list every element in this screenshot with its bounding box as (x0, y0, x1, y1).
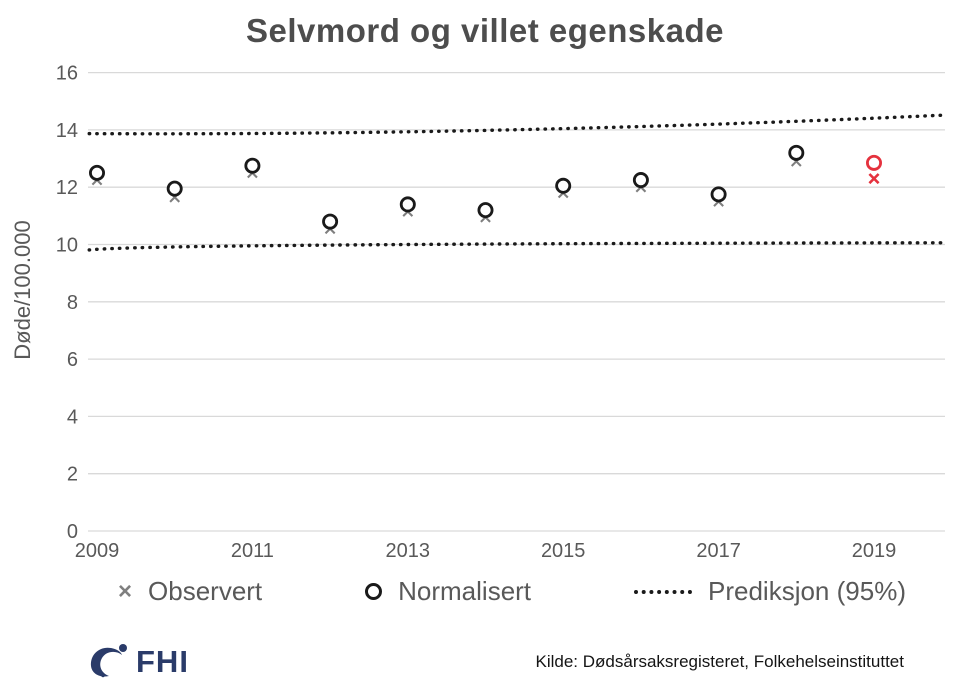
normalized-marker (632, 172, 649, 189)
x-tick-label: 2009 (75, 540, 120, 562)
normalized-marker (788, 144, 805, 161)
y-tick-label: 0 (67, 521, 78, 543)
x-tick-label: 2017 (696, 540, 741, 562)
normalized-marker (322, 213, 339, 230)
x-marker-icon: × (118, 577, 133, 605)
x-tick-label: 2013 (386, 540, 431, 562)
y-tick-label: 14 (56, 120, 78, 142)
y-tick-label: 2 (67, 464, 78, 486)
x-tick-label: 2019 (852, 540, 897, 562)
normalized-marker (555, 177, 572, 194)
normalized-marker (89, 164, 106, 181)
observed-marker (868, 173, 880, 185)
y-axis-label: Døde/100.000 (10, 220, 35, 359)
y-tick-label: 12 (56, 177, 78, 199)
prediction-upper-line (87, 113, 948, 136)
legend-item-normalisert: Normalisert (365, 576, 531, 607)
chart-plot: 0 2 4 6 8 10 12 14 16 2009 2011 2013 2015 2017 2019 Død… (10, 63, 948, 562)
normalized-marker (710, 186, 727, 203)
legend-item-prediksjon: Prediksjon (95%) (634, 576, 906, 607)
chart-title: Selvmord og villet egenskade (246, 12, 724, 49)
legend-label-normalisert: Normalisert (398, 576, 532, 606)
dotted-line-icon (634, 589, 692, 594)
fhi-logo: FHI (88, 640, 189, 684)
source-text: Kilde: Dødsårsaksregisteret, Folkehelsei… (535, 652, 905, 671)
y-tick-label: 6 (67, 349, 78, 371)
normalized-marker (399, 196, 416, 213)
legend-label-observert: Observert (148, 576, 263, 606)
legend-label-prediksjon: Prediksjon (95%) (708, 576, 906, 606)
normalized-marker (866, 154, 883, 171)
fhi-swoosh-icon (90, 644, 127, 678)
x-tick-label: 2015 (541, 540, 586, 562)
x-tick-label: 2011 (231, 540, 274, 562)
normalized-marker (244, 157, 261, 174)
fhi-logo-text: FHI (136, 644, 189, 679)
prediction-lower-line (87, 241, 948, 252)
chart-footer: FHI Kilde: Dødsårsaksregisteret, Folkehe… (0, 634, 970, 699)
normalized-marker (166, 180, 183, 197)
chart-legend: × Observert Normalisert Prediksjon (95%) (118, 576, 906, 607)
y-tick-label: 8 (67, 292, 78, 314)
circle-marker-icon (365, 583, 383, 600)
y-tick-label: 4 (67, 406, 78, 428)
normalized-marker (477, 202, 494, 219)
legend-item-observert: × Observert (118, 576, 262, 607)
y-tick-label: 16 (56, 63, 78, 85)
y-tick-label: 10 (56, 235, 78, 257)
